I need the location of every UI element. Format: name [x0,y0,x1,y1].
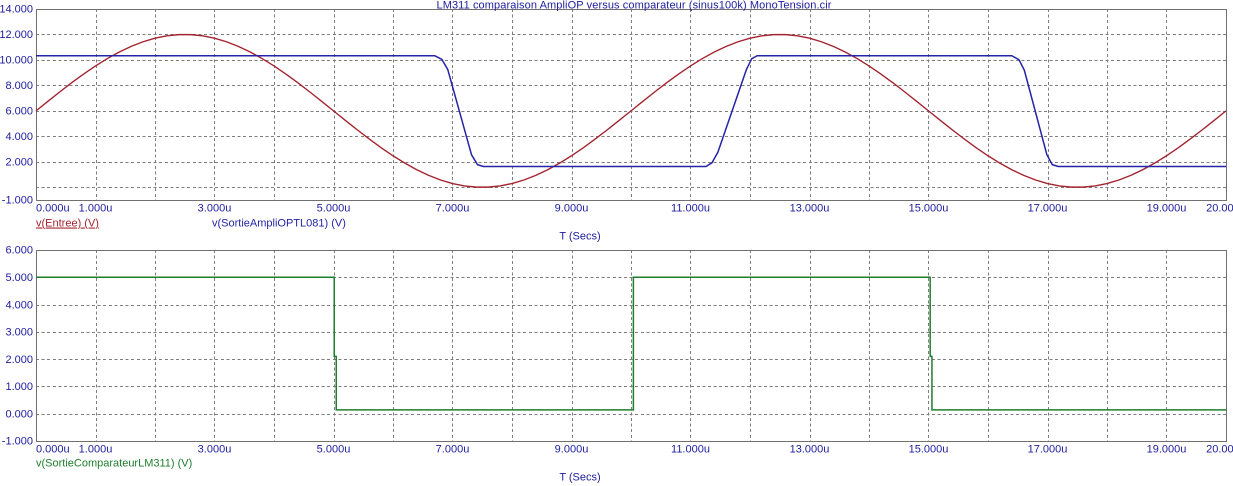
svg-text:15.000u: 15.000u [909,203,949,215]
svg-text:LM311 comparaison AmpliOP vers: LM311 comparaison AmpliOP versus compara… [436,0,831,11]
svg-text:12.000: 12.000 [0,29,33,41]
svg-text:6.000: 6.000 [5,245,33,257]
svg-text:v(Entree) (V): v(Entree) (V) [36,218,99,230]
svg-text:8.000: 8.000 [5,80,33,92]
svg-text:-1.000: -1.000 [2,195,33,207]
svg-text:4.000: 4.000 [5,299,33,311]
svg-text:11.000u: 11.000u [671,443,710,455]
svg-text:6.000: 6.000 [5,106,33,118]
svg-text:2.000: 2.000 [5,157,33,169]
svg-text:5.000u: 5.000u [317,203,351,215]
svg-text:T (Secs): T (Secs) [559,471,600,483]
svg-text:20.000u: 20.000u [1206,203,1233,215]
svg-text:9.000u: 9.000u [555,203,589,215]
svg-text:5.000u: 5.000u [317,443,351,455]
svg-text:v(SortieComparateurLM311) (V): v(SortieComparateurLM311) (V) [36,458,192,470]
svg-text:13.000u: 13.000u [790,203,830,215]
svg-text:4.000: 4.000 [5,131,33,143]
svg-text:7.000u: 7.000u [436,203,470,215]
svg-text:7.000u: 7.000u [436,443,470,455]
svg-text:T (Secs): T (Secs) [559,230,600,242]
svg-text:-1.000: -1.000 [2,436,33,448]
svg-text:1.000u: 1.000u [79,203,113,215]
svg-text:5.000: 5.000 [5,272,33,284]
svg-text:3.000u: 3.000u [198,203,232,215]
svg-text:v(SortieAmpliOPTL081) (V): v(SortieAmpliOPTL081) (V) [212,218,346,230]
svg-text:3.000u: 3.000u [198,443,232,455]
svg-text:14.000: 14.000 [0,4,33,16]
svg-text:17.000u: 17.000u [1028,443,1068,455]
svg-text:19.000u: 19.000u [1147,443,1187,455]
svg-text:9.000u: 9.000u [555,443,589,455]
svg-text:1.000u: 1.000u [79,443,113,455]
svg-text:1.000: 1.000 [5,381,33,393]
svg-text:17.000u: 17.000u [1028,203,1068,215]
svg-text:3.000: 3.000 [5,327,33,339]
svg-text:0.000u: 0.000u [36,203,70,215]
svg-text:0.000u: 0.000u [36,443,70,455]
svg-text:20.000u: 20.000u [1206,443,1233,455]
svg-text:11.000u: 11.000u [671,203,710,215]
svg-text:0.000: 0.000 [5,408,33,420]
svg-text:2.000: 2.000 [5,354,33,366]
svg-text:13.000u: 13.000u [790,443,830,455]
svg-text:19.000u: 19.000u [1147,203,1187,215]
svg-text:15.000u: 15.000u [909,443,949,455]
svg-text:10.000: 10.000 [0,55,33,67]
